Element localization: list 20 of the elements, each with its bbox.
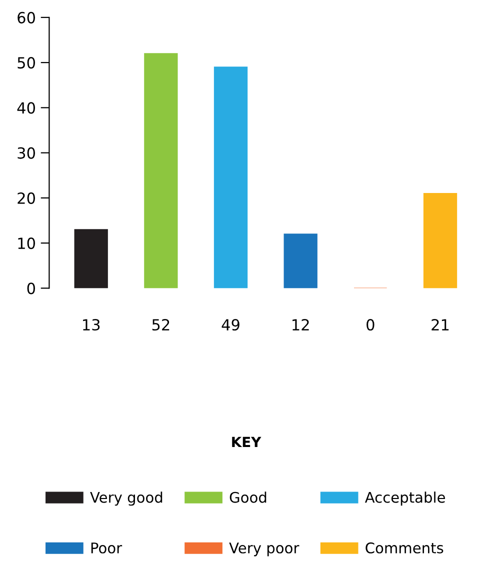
legend-label: Good — [230, 492, 266, 503]
legend-label: Poor — [91, 542, 122, 554]
x-tick-label: 13 — [83, 319, 100, 331]
legend-label: Acceptable — [364, 492, 445, 506]
x-tick-label: 12 — [292, 319, 309, 330]
legend-label: Very good — [90, 492, 162, 506]
y-tick-label: 20 — [18, 192, 35, 204]
y-tick-label: 30 — [18, 147, 35, 159]
x-tick-label: 0 — [366, 319, 374, 331]
legend-label: Comments — [366, 542, 444, 554]
y-tick-label: 40 — [17, 102, 35, 114]
x-tick-label: 21 — [432, 319, 449, 330]
y-tick-label: 50 — [18, 57, 35, 69]
x-tick-label: 52 — [152, 319, 170, 331]
legend-label: Very poor — [229, 542, 300, 556]
legend-title: KEY — [232, 436, 262, 448]
y-tick-label: 0 — [27, 282, 35, 294]
y-tick-label: 60 — [18, 12, 35, 24]
x-tick-label: 49 — [222, 319, 240, 331]
y-tick-label: 10 — [18, 238, 35, 250]
